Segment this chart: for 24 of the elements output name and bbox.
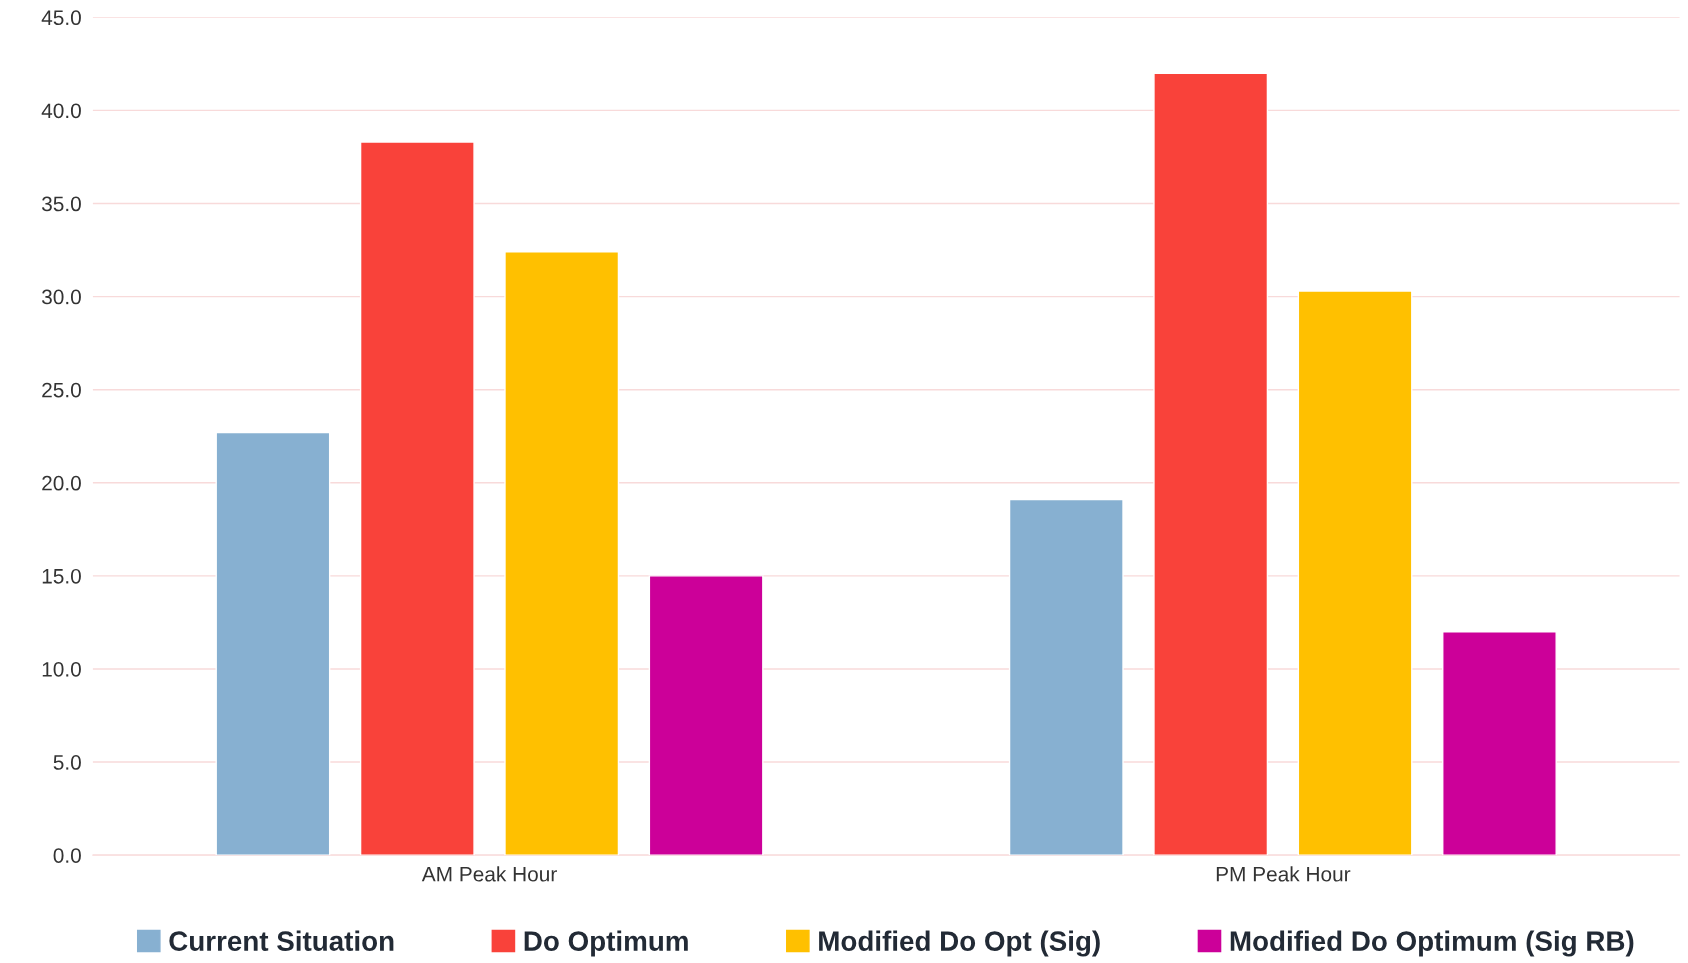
- y-tick-label: 0.0: [53, 848, 81, 863]
- y-tick-label: 15.0: [42, 568, 81, 584]
- bar: [215, 431, 331, 856]
- legend-label: Do Optimum: [524, 930, 688, 957]
- y-tick-label: 30.0: [41, 289, 81, 305]
- bar: [1008, 498, 1124, 856]
- x-tick-label: AM Peak Hour: [421, 866, 557, 882]
- y-tick-label: 25.0: [42, 382, 81, 398]
- bar: [1442, 631, 1557, 856]
- y-tick-label: 10.0: [42, 661, 81, 677]
- bar: [1153, 72, 1269, 856]
- bar: [504, 251, 620, 856]
- y-tick-label: 35.0: [41, 196, 81, 212]
- legend-label: Modified Do Optimum (Sig RB): [1230, 930, 1634, 957]
- bar: [648, 575, 764, 856]
- y-tick-label: 45.0: [41, 10, 81, 26]
- y-tick-label: 20.0: [42, 475, 81, 491]
- x-tick-label: PM Peak Hour: [1216, 866, 1351, 882]
- legend-label: Current Situation: [169, 930, 394, 951]
- legend-label: Modified Do Opt (Sig): [819, 930, 1100, 957]
- bar: [1297, 290, 1413, 856]
- y-tick-label: 5.0: [53, 755, 81, 770]
- y-tick-label: 40.0: [41, 103, 81, 119]
- bar: [359, 141, 475, 856]
